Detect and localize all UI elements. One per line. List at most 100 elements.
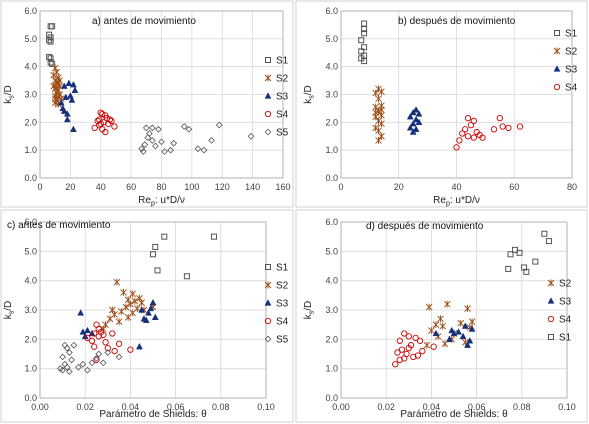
panel-d-frame xyxy=(295,209,588,423)
x-axis-label: Rep: u*D/ν xyxy=(433,195,480,208)
x-tick-label: 0.06 xyxy=(468,402,486,412)
legend-marker-s1 xyxy=(548,334,554,340)
data-point-s3 xyxy=(455,328,462,335)
data-point-s3 xyxy=(84,326,91,334)
data-point-s4 xyxy=(490,126,498,133)
chart-title: a) antes de movimiento xyxy=(92,16,196,27)
chart-title: d) después de movimiento xyxy=(366,221,484,232)
series-S5 xyxy=(138,121,255,155)
data-point-s5 xyxy=(63,363,71,371)
data-point-s2 xyxy=(51,95,59,103)
data-point-s1 xyxy=(46,37,53,44)
data-point-s2 xyxy=(54,79,62,87)
y-tick-label: 4.0 xyxy=(24,276,37,286)
data-point-s4 xyxy=(394,349,401,356)
data-point-s4 xyxy=(516,123,524,130)
x-tick-label: 0.02 xyxy=(377,402,395,412)
data-point-s2 xyxy=(468,318,476,326)
data-point-s4 xyxy=(405,344,412,352)
data-point-s5 xyxy=(70,341,78,349)
data-point-s3 xyxy=(60,107,68,114)
data-point-s1 xyxy=(49,23,56,30)
y-tick-label: 5.0 xyxy=(325,34,338,44)
x-tick-label: 20 xyxy=(65,182,75,192)
plot-area-border xyxy=(39,10,284,179)
data-point-s4 xyxy=(95,333,102,340)
data-point-s4 xyxy=(111,347,118,355)
data-point-s4 xyxy=(430,343,437,350)
data-point-s5 xyxy=(66,368,73,375)
data-point-s1 xyxy=(161,233,168,240)
plot-area-border xyxy=(340,221,568,399)
y-tick-label: 1.0 xyxy=(24,145,37,155)
x-tick-label: 160 xyxy=(275,182,290,192)
data-point-s4 xyxy=(96,121,103,129)
legend-label: S4 xyxy=(559,315,572,326)
data-point-s4 xyxy=(499,123,506,130)
legend-label: S2 xyxy=(559,279,572,290)
data-point-s1 xyxy=(46,53,53,60)
data-point-s3 xyxy=(459,332,467,340)
x-tick-label: 0.10 xyxy=(257,402,275,412)
legend-marker-s4 xyxy=(264,110,272,118)
legend-marker-s2 xyxy=(553,47,561,55)
x-tick-label: 140 xyxy=(245,182,260,192)
data-point-s1 xyxy=(47,59,54,66)
legend: S1 S2 S3 S4 S5 xyxy=(264,56,289,139)
data-point-s4 xyxy=(496,115,503,122)
legend: S2 S3 S4 S1 xyxy=(547,279,572,344)
x-tick-label: 100 xyxy=(184,182,199,192)
legend-label: S4 xyxy=(276,317,289,328)
y-axis-label: ks/D xyxy=(303,85,316,104)
data-point-s3 xyxy=(461,322,469,329)
series-S3 xyxy=(57,79,79,132)
data-point-s4 xyxy=(392,361,399,368)
data-point-s4 xyxy=(401,330,408,337)
data-point-s3 xyxy=(446,335,453,342)
data-point-s4 xyxy=(127,346,134,353)
legend-label: S2 xyxy=(276,74,289,85)
x-tick-label: 120 xyxy=(215,182,230,192)
legend-marker-s3 xyxy=(553,65,561,72)
series-S4 xyxy=(91,109,118,136)
x-tick-label: 0.08 xyxy=(212,402,230,412)
data-point-s1 xyxy=(361,26,368,33)
x-tick-label: 0.02 xyxy=(76,402,94,412)
legend-marker-s4 xyxy=(547,315,555,323)
data-point-s3 xyxy=(412,106,420,113)
data-point-s5 xyxy=(75,363,82,371)
data-point-s2 xyxy=(109,306,116,314)
data-point-s4 xyxy=(115,340,123,347)
x-tick-label: 40 xyxy=(96,182,106,192)
data-point-s3 xyxy=(409,108,417,116)
data-point-s5 xyxy=(200,146,208,154)
data-point-s4 xyxy=(88,337,96,344)
data-point-s4 xyxy=(106,116,114,123)
legend-marker-s5 xyxy=(264,128,272,136)
series-S2 xyxy=(372,85,385,144)
data-point-s3 xyxy=(409,128,417,135)
legend-marker-s1 xyxy=(265,264,271,270)
data-point-s4 xyxy=(405,333,412,340)
data-point-s5 xyxy=(149,137,156,144)
data-point-s3 xyxy=(69,125,77,132)
y-tick-label: 5.0 xyxy=(325,246,338,256)
x-axis-label: Parámetro de Shields: θ xyxy=(99,409,207,420)
legend-marker-s5 xyxy=(264,335,272,343)
y-tick-label: 3.0 xyxy=(24,305,37,315)
series-S5 xyxy=(56,341,123,375)
data-point-s4 xyxy=(416,337,424,344)
data-point-s1 xyxy=(545,238,552,245)
data-point-s5 xyxy=(84,366,91,374)
plot-area-border xyxy=(39,221,267,399)
data-point-s4 xyxy=(104,344,111,352)
data-point-s2 xyxy=(457,319,465,327)
data-point-s4 xyxy=(414,352,421,359)
data-point-s3 xyxy=(466,337,474,344)
data-point-s3 xyxy=(412,125,420,132)
data-point-s4 xyxy=(97,109,104,116)
y-tick-label: 0.0 xyxy=(325,393,338,403)
data-point-s3 xyxy=(79,328,87,335)
data-point-s1 xyxy=(152,243,159,250)
